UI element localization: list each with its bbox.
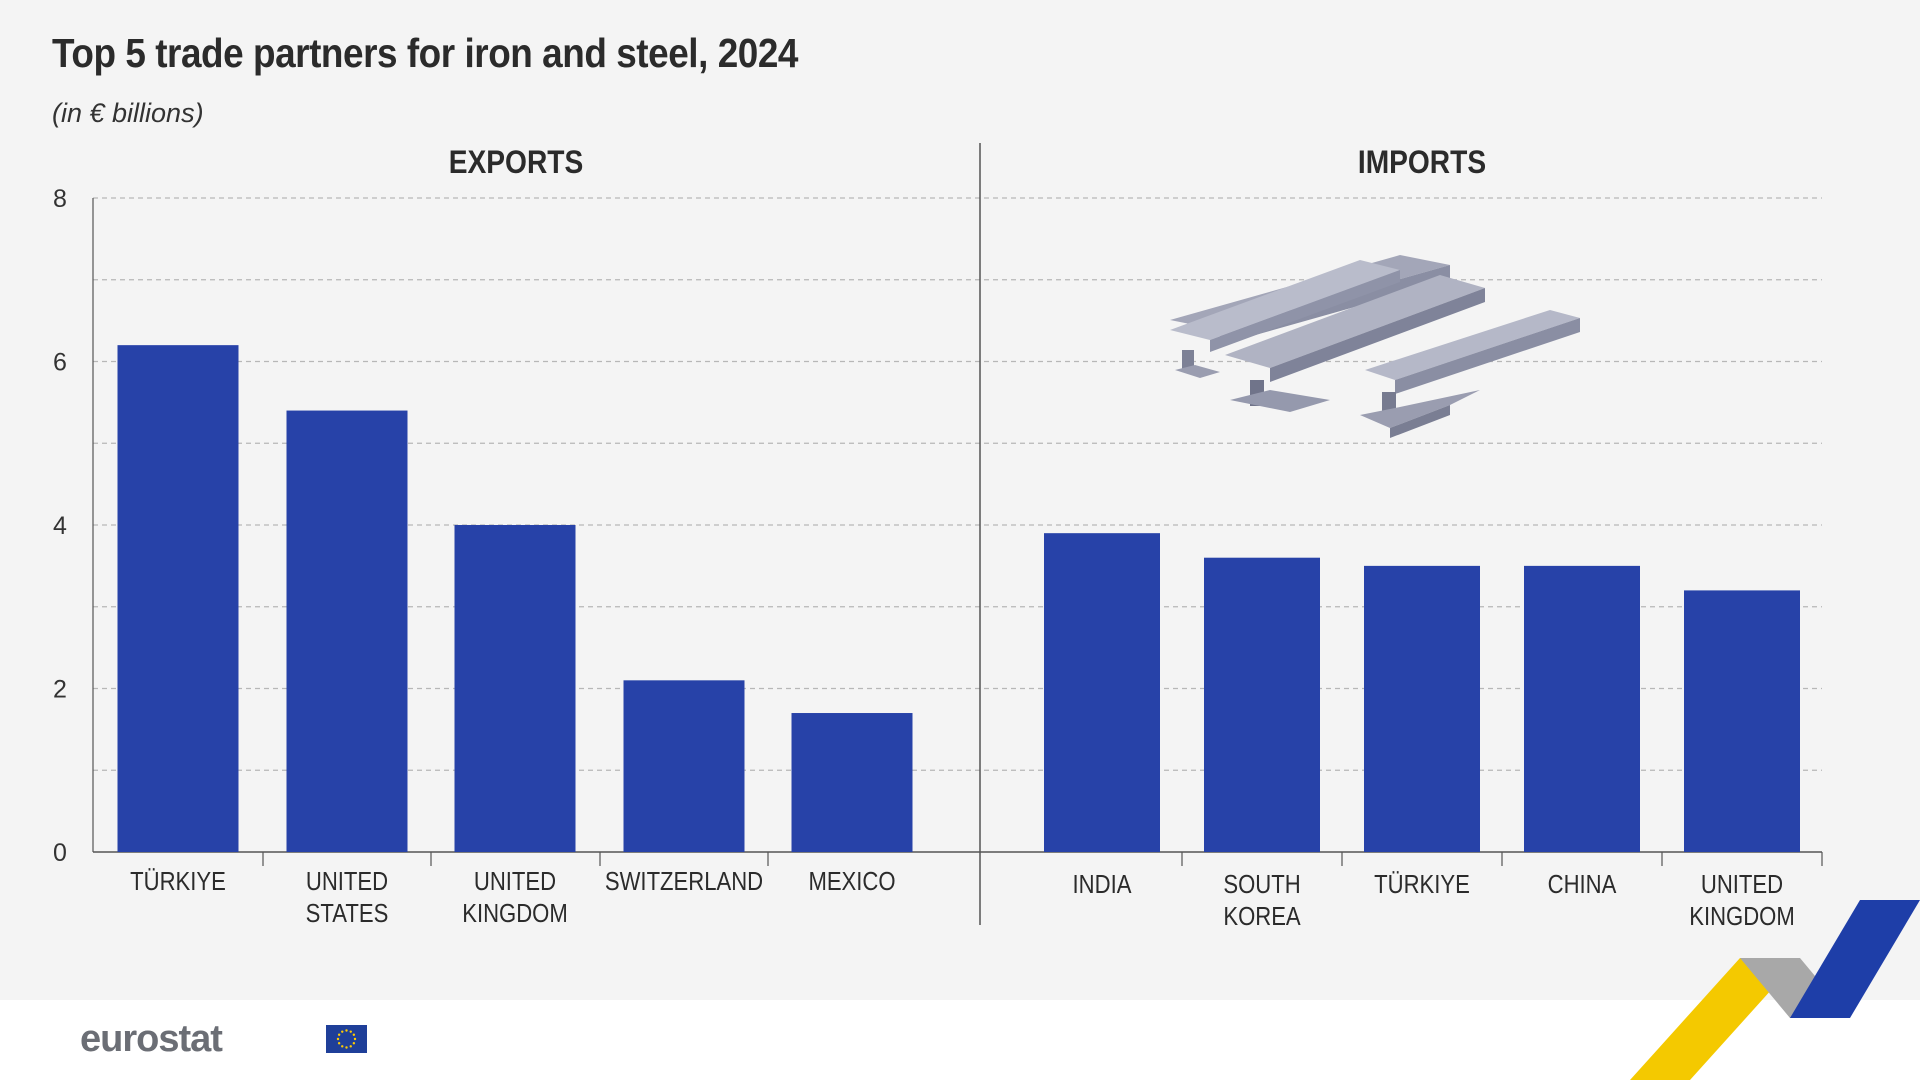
ribbon-decoration-icon — [1630, 900, 1920, 1080]
y-tick-label: 8 — [53, 185, 67, 213]
category-label: UNITED — [474, 867, 556, 896]
bar-export-1 — [117, 345, 239, 852]
chart-area: 0 2 4 6 8 EXPORTS TÜRKIYE UNITED STATES UNITED KIN… — [53, 143, 1823, 931]
category-label: UNITED — [306, 867, 388, 896]
category-label: CHINA — [1548, 870, 1618, 899]
bars — [117, 345, 1800, 852]
y-tick-label: 4 — [53, 512, 67, 540]
y-tick-label: 2 — [53, 676, 67, 704]
bar-import-2 — [1204, 557, 1320, 852]
category-label: TÜRKIYE — [130, 867, 226, 896]
category-label: SWITZERLAND — [605, 867, 763, 896]
chart-title: Top 5 trade partners for iron and steel,… — [52, 30, 798, 76]
bar-export-2 — [286, 410, 408, 852]
bar-export-4 — [623, 680, 745, 852]
category-label: UNITED — [1701, 870, 1783, 899]
bar-import-5 — [1684, 590, 1800, 852]
bar-import-4 — [1524, 565, 1640, 852]
eu-flag-icon — [326, 1025, 367, 1053]
labels: 0 2 4 6 8 EXPORTS TÜRKIYE UNITED STATES UNITED KIN… — [53, 145, 1795, 931]
bar-export-5 — [791, 713, 913, 852]
category-label: KINGDOM — [1689, 902, 1795, 931]
category-label: MEXICO — [808, 867, 895, 896]
bar-import-1 — [1044, 533, 1160, 852]
y-tick-label: 6 — [53, 349, 67, 377]
panel-header-imports: IMPORTS — [1358, 145, 1486, 180]
category-label: TÜRKIYE — [1374, 870, 1470, 899]
chart-subtitle: (in € billions) — [52, 98, 204, 128]
bar-import-3 — [1364, 565, 1480, 852]
steel-beams-icon — [1170, 255, 1580, 438]
category-label: INDIA — [1073, 870, 1133, 899]
bar-export-3 — [454, 525, 576, 852]
category-label: STATES — [306, 899, 389, 928]
category-label: SOUTH — [1223, 870, 1300, 899]
logo-text: eurostat — [80, 1018, 223, 1060]
y-tick-label: 0 — [53, 839, 67, 867]
category-label: KINGDOM — [462, 899, 568, 928]
panel-header-exports: EXPORTS — [449, 145, 584, 180]
category-label: KOREA — [1223, 902, 1301, 931]
